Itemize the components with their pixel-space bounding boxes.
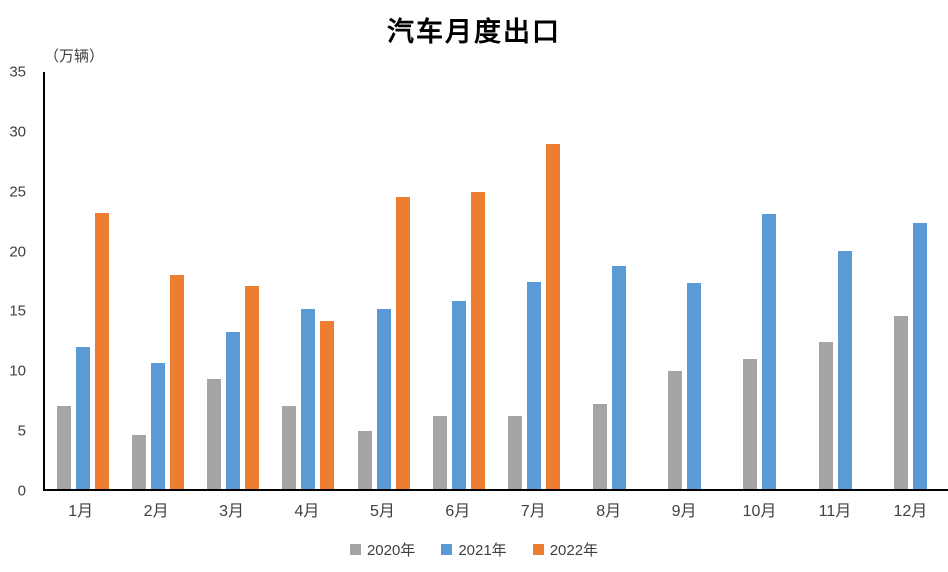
month-group-7月 [497, 72, 572, 489]
x-tick-label-12月: 12月 [893, 503, 928, 520]
legend-swatch-icon [349, 544, 361, 555]
month-group-4月 [271, 72, 346, 489]
legend-label: 2022年 [549, 542, 599, 559]
x-axis: 1月 2月 3月 4月 5月 6月 7月 8月 9月 10月 11月 12月 [43, 497, 948, 525]
bar-2020年-4月 [282, 405, 297, 489]
y-tick-label: 10 [9, 362, 26, 380]
bar-2021年-7月 [527, 281, 542, 489]
bar-2021年-1月 [75, 347, 90, 489]
bar-2020年-9月 [668, 371, 683, 489]
legend-item-2021年: 2021年 [441, 539, 507, 560]
x-tick-label-7月: 7月 [520, 503, 546, 520]
x-tick-label-2月: 2月 [143, 503, 169, 520]
x-tick-label-3月: 3月 [219, 503, 244, 520]
y-tick-label: 30 [9, 123, 26, 141]
bar-2021年-12月 [912, 223, 927, 489]
bar-2020年-8月 [592, 404, 607, 489]
y-tick-label: 15 [9, 302, 26, 320]
y-axis: 35 30 25 20 15 10 5 0 [0, 64, 35, 500]
bar-2021年-10月 [762, 213, 777, 489]
legend-swatch-icon [532, 544, 544, 555]
month-group-1月 [45, 72, 120, 489]
bar-2022年-3月 [245, 286, 260, 489]
chart-title: 汽车月度出口 [387, 17, 561, 47]
month-group-3月 [196, 72, 271, 489]
bar-2022年-6月 [470, 192, 485, 489]
bar-2022年-1月 [94, 212, 109, 489]
month-group-2月 [120, 72, 195, 489]
bar-2022年-4月 [320, 321, 335, 489]
bar-2020年-6月 [432, 416, 447, 489]
month-group-12月 [873, 72, 948, 489]
bars-row [45, 72, 948, 489]
month-group-5月 [346, 72, 421, 489]
y-tick-label: 5 [17, 422, 26, 440]
bar-2020年-11月 [818, 342, 833, 489]
bar-2021年-2月 [150, 362, 165, 489]
x-tick-label-8月: 8月 [596, 503, 622, 520]
y-tick-label: 35 [9, 63, 26, 81]
legend-item-2022年: 2022年 [532, 539, 599, 560]
bar-2021年-5月 [376, 309, 391, 489]
bar-2022年-5月 [395, 197, 410, 489]
x-tick-label-4月: 4月 [294, 503, 320, 520]
bar-2022年-7月 [546, 143, 561, 489]
y-tick-label: 20 [9, 243, 26, 261]
bar-2021年-3月 [226, 331, 241, 489]
x-tick-label-10月: 10月 [742, 503, 777, 520]
legend-swatch-icon [441, 544, 453, 555]
bar-2020年-12月 [893, 316, 908, 489]
bar-2021年-6月 [451, 300, 466, 489]
x-tick-label-1月: 1月 [68, 503, 94, 520]
bar-2020年-3月 [207, 379, 222, 489]
x-tick-label-6月: 6月 [445, 503, 471, 520]
bar-2020年-1月 [56, 405, 71, 489]
bar-2021年-11月 [837, 250, 852, 489]
month-group-9月 [647, 72, 722, 489]
bar-2022年-2月 [169, 274, 184, 489]
legend-item-2020年: 2020年 [349, 539, 416, 560]
month-group-11月 [798, 72, 873, 489]
bar-2021年-8月 [611, 266, 626, 489]
x-tick-label-11月: 11月 [818, 503, 852, 520]
month-group-6月 [421, 72, 496, 489]
plot-area [43, 72, 948, 491]
bar-2021年-4月 [301, 309, 316, 489]
y-axis-unit-label: （万辆） [44, 48, 105, 65]
legend-label: 2021年 [458, 542, 507, 559]
legend: 2020年 2021年 2022年 [0, 539, 948, 560]
month-group-8月 [572, 72, 647, 489]
legend-label: 2020年 [366, 542, 416, 559]
bar-2020年-10月 [743, 359, 758, 489]
bar-2020年-5月 [357, 430, 372, 489]
x-tick-label-5月: 5月 [369, 503, 395, 520]
x-tick-label-9月: 9月 [671, 503, 697, 520]
bar-2020年-7月 [508, 416, 523, 489]
y-tick-label: 0 [17, 482, 26, 500]
y-tick-label: 25 [9, 183, 26, 201]
bar-2020年-2月 [131, 435, 146, 489]
bar-2021年-9月 [687, 282, 702, 489]
month-group-10月 [722, 72, 797, 489]
